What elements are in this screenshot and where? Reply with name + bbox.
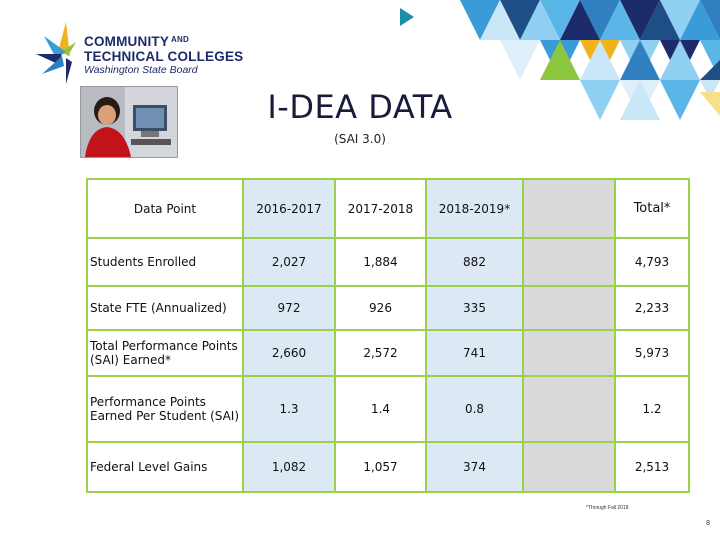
table-row: Performance Points Earned Per Student (S…	[86, 375, 690, 442]
cell-empty	[522, 329, 615, 376]
cell-total: 2,513	[614, 441, 690, 493]
decorative-triangles	[400, 0, 720, 120]
cell-2016-2017: 972	[242, 285, 335, 330]
cell-2018-2019: 882	[425, 237, 523, 286]
cell-2017-2018: 926	[334, 285, 426, 330]
header-2017-2018: 2017-2018	[334, 178, 426, 238]
cell-2017-2018: 1,884	[334, 237, 426, 286]
cell-2018-2019: 335	[425, 285, 523, 330]
cell-empty	[522, 375, 615, 442]
logo-line-state-board: Washington State Board	[84, 64, 198, 76]
cell-2018-2019: 374	[425, 441, 523, 493]
header-2018-2019: 2018-2019*	[425, 178, 523, 238]
row-label: Federal Level Gains	[86, 441, 243, 493]
row-label: Students Enrolled	[86, 237, 243, 286]
header-2016-2017: 2016-2017	[242, 178, 335, 238]
header-data-point: Data Point	[86, 178, 243, 238]
footnote: *Through Fall 2018	[586, 505, 629, 511]
page-title: I-DEA DATA	[267, 88, 453, 126]
cell-total: 4,793	[614, 237, 690, 286]
table-row: State FTE (Annualized) 972 926 335 2,233	[86, 285, 690, 330]
cell-empty	[522, 237, 615, 286]
star-burst-logo-icon	[36, 22, 76, 84]
cell-2016-2017: 2,027	[242, 237, 335, 286]
table-row: Total Performance Points (SAI) Earned* 2…	[86, 329, 690, 376]
cell-2017-2018: 2,572	[334, 329, 426, 376]
page-subtitle: (SAI 3.0)	[334, 132, 386, 146]
cell-2016-2017: 1.3	[242, 375, 335, 442]
cell-2016-2017: 1,082	[242, 441, 335, 493]
row-label: State FTE (Annualized)	[86, 285, 243, 330]
cell-total: 1.2	[614, 375, 690, 442]
row-label: Performance Points Earned Per Student (S…	[86, 375, 243, 442]
cell-2017-2018: 1,057	[334, 441, 426, 493]
cell-2018-2019: 0.8	[425, 375, 523, 442]
idea-data-table: Data Point 2016-2017 2017-2018 2018-2019…	[86, 178, 690, 493]
cell-empty	[522, 441, 615, 493]
cell-2018-2019: 741	[425, 329, 523, 376]
table-header-row: Data Point 2016-2017 2017-2018 2018-2019…	[86, 178, 690, 238]
cell-empty	[522, 285, 615, 330]
table-row: Students Enrolled 2,027 1,884 882 4,793	[86, 237, 690, 286]
page-number: 8	[706, 520, 710, 527]
header-total: Total*	[614, 178, 690, 238]
cell-2016-2017: 2,660	[242, 329, 335, 376]
row-label: Total Performance Points (SAI) Earned*	[86, 329, 243, 376]
cell-total: 2,233	[614, 285, 690, 330]
logo-line-technical-colleges: TECHNICAL COLLEGES	[84, 49, 244, 64]
header-empty	[522, 178, 615, 238]
organization-logo: COMMUNITY AND TECHNICAL COLLEGES Washingt…	[36, 22, 246, 84]
cell-2017-2018: 1.4	[334, 375, 426, 442]
staff-photo	[80, 86, 178, 158]
logo-line-community: COMMUNITY	[84, 34, 170, 49]
logo-and: AND	[171, 35, 189, 44]
table-row: Federal Level Gains 1,082 1,057 374 2,51…	[86, 441, 690, 493]
cell-total: 5,973	[614, 329, 690, 376]
